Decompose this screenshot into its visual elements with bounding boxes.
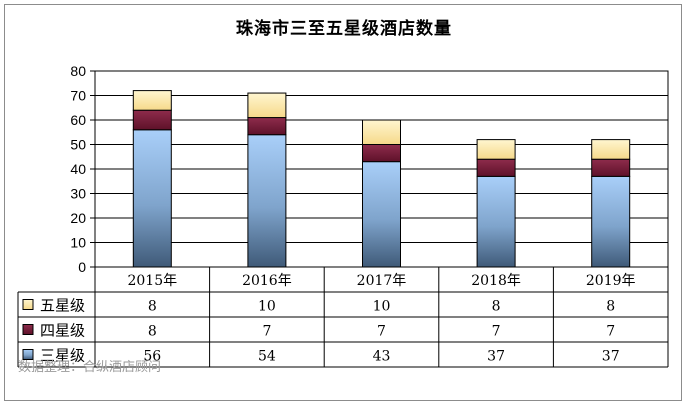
table-value: 37: [602, 349, 620, 365]
y-tick-label: 0: [78, 259, 86, 275]
y-tick-label: 50: [70, 137, 86, 153]
y-tick-label: 20: [70, 210, 86, 226]
x-category-label: 2015年: [127, 273, 177, 289]
y-tick-label: 10: [70, 235, 86, 251]
bar-segment: [247, 92, 287, 119]
table-value: 7: [606, 324, 615, 340]
bar-segment: [476, 139, 516, 160]
bar-segment: [591, 139, 631, 160]
bar-segment: [476, 175, 516, 268]
bar-segment: [591, 175, 631, 268]
legend-label: 三星级: [40, 347, 85, 365]
bar-segment: [362, 144, 401, 163]
source-note: 数据整理：合纵酒店顾问: [18, 360, 162, 375]
y-tick-label: 80: [70, 63, 86, 79]
table-value: 37: [487, 349, 505, 365]
table-value: 8: [492, 299, 501, 315]
table-value: 10: [258, 299, 276, 315]
table-value: 8: [148, 299, 157, 315]
bar-segment: [132, 90, 172, 111]
bar-segment: [247, 134, 287, 268]
bar-segment: [132, 129, 172, 268]
table-value: 43: [373, 349, 391, 365]
chart-title: 珠海市三至五星级酒店数量: [236, 19, 452, 39]
y-tick-label: 70: [70, 88, 86, 104]
x-category-label: 2017年: [357, 273, 407, 289]
y-tick-label: 40: [70, 161, 86, 177]
x-category-label: 2016年: [242, 273, 292, 289]
legend-swatch: [22, 299, 34, 310]
table-value: 7: [262, 324, 271, 340]
table-value: 54: [258, 349, 276, 365]
bar-segment: [247, 117, 287, 136]
legend-label: 五星级: [40, 297, 85, 315]
table-value: 10: [373, 299, 391, 315]
legend-swatch: [22, 324, 34, 335]
x-category-label: 2019年: [586, 273, 636, 289]
legend-label: 四星级: [40, 322, 85, 340]
bar-segment: [476, 158, 516, 177]
table-value: 56: [143, 349, 161, 365]
y-tick-label: 30: [70, 186, 86, 202]
legend-swatch: [22, 349, 34, 360]
chart-frame: [4, 4, 682, 401]
y-tick-label: 60: [70, 112, 86, 128]
x-category-label: 2018年: [471, 273, 521, 289]
table-value: 8: [148, 324, 157, 340]
table-value: 7: [492, 324, 501, 340]
bar-segment: [591, 158, 631, 177]
table-value: 7: [377, 324, 386, 340]
bar-segment: [362, 161, 401, 268]
bar-segment: [132, 109, 172, 131]
table-value: 8: [606, 299, 615, 315]
bar-segment: [362, 119, 401, 145]
